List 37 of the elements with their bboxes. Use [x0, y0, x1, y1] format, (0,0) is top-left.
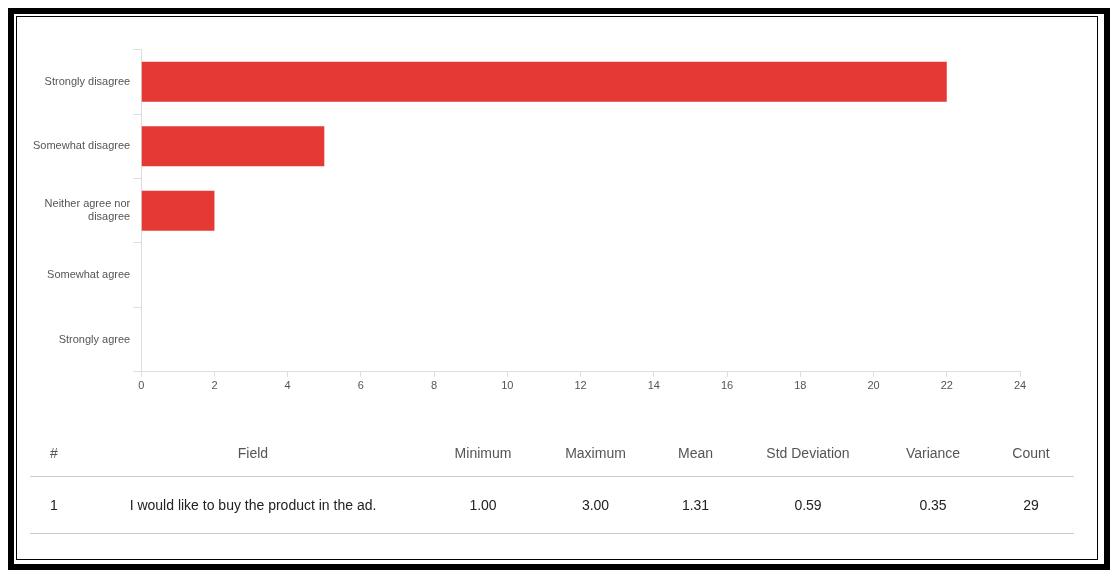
text: Minimum	[428, 430, 538, 477]
x-tick-label: 4	[284, 379, 291, 392]
x-tick-label: 10	[501, 379, 514, 392]
bar	[141, 190, 215, 231]
bar	[141, 61, 947, 102]
text: 1	[30, 476, 78, 534]
text: 0.59	[738, 476, 878, 534]
text: Mean	[653, 430, 738, 477]
text: Std Deviation	[738, 430, 878, 477]
x-tick-label: 8	[431, 379, 438, 392]
text: 29	[988, 476, 1074, 534]
text: Maximum	[538, 430, 653, 477]
x-tick-label: 22	[940, 379, 953, 392]
x-tick-label: 18	[794, 379, 807, 392]
x-tick-label: 16	[720, 379, 734, 392]
y-tick-label: Somewhat disagree	[32, 139, 131, 152]
text: 1.00	[428, 476, 538, 534]
y-tick-label: Somewhat agree	[47, 268, 131, 281]
x-tick-label: 6	[357, 379, 364, 392]
y-tick-label: Strongly disagree	[44, 74, 131, 87]
x-tick-label: 14	[647, 379, 660, 392]
bar	[141, 126, 325, 167]
text: 3.00	[538, 476, 653, 534]
text: 1.31	[653, 476, 738, 534]
text: 0.35	[878, 476, 988, 534]
text: Field	[78, 430, 428, 477]
x-tick-label: 12	[574, 379, 587, 392]
text: #	[30, 430, 78, 477]
text: I would like to buy the product in the ad.	[78, 476, 428, 534]
x-tick-label: 20	[867, 379, 880, 392]
text: Variance	[878, 430, 988, 477]
x-tick-label: 2	[211, 379, 218, 392]
y-tick-label: Neither agree nor disagree	[44, 197, 131, 223]
x-tick-label: 0	[138, 379, 145, 392]
text: Count	[988, 430, 1074, 477]
x-tick-label: 24	[1013, 379, 1027, 392]
y-tick-label: Strongly agree	[58, 332, 131, 345]
